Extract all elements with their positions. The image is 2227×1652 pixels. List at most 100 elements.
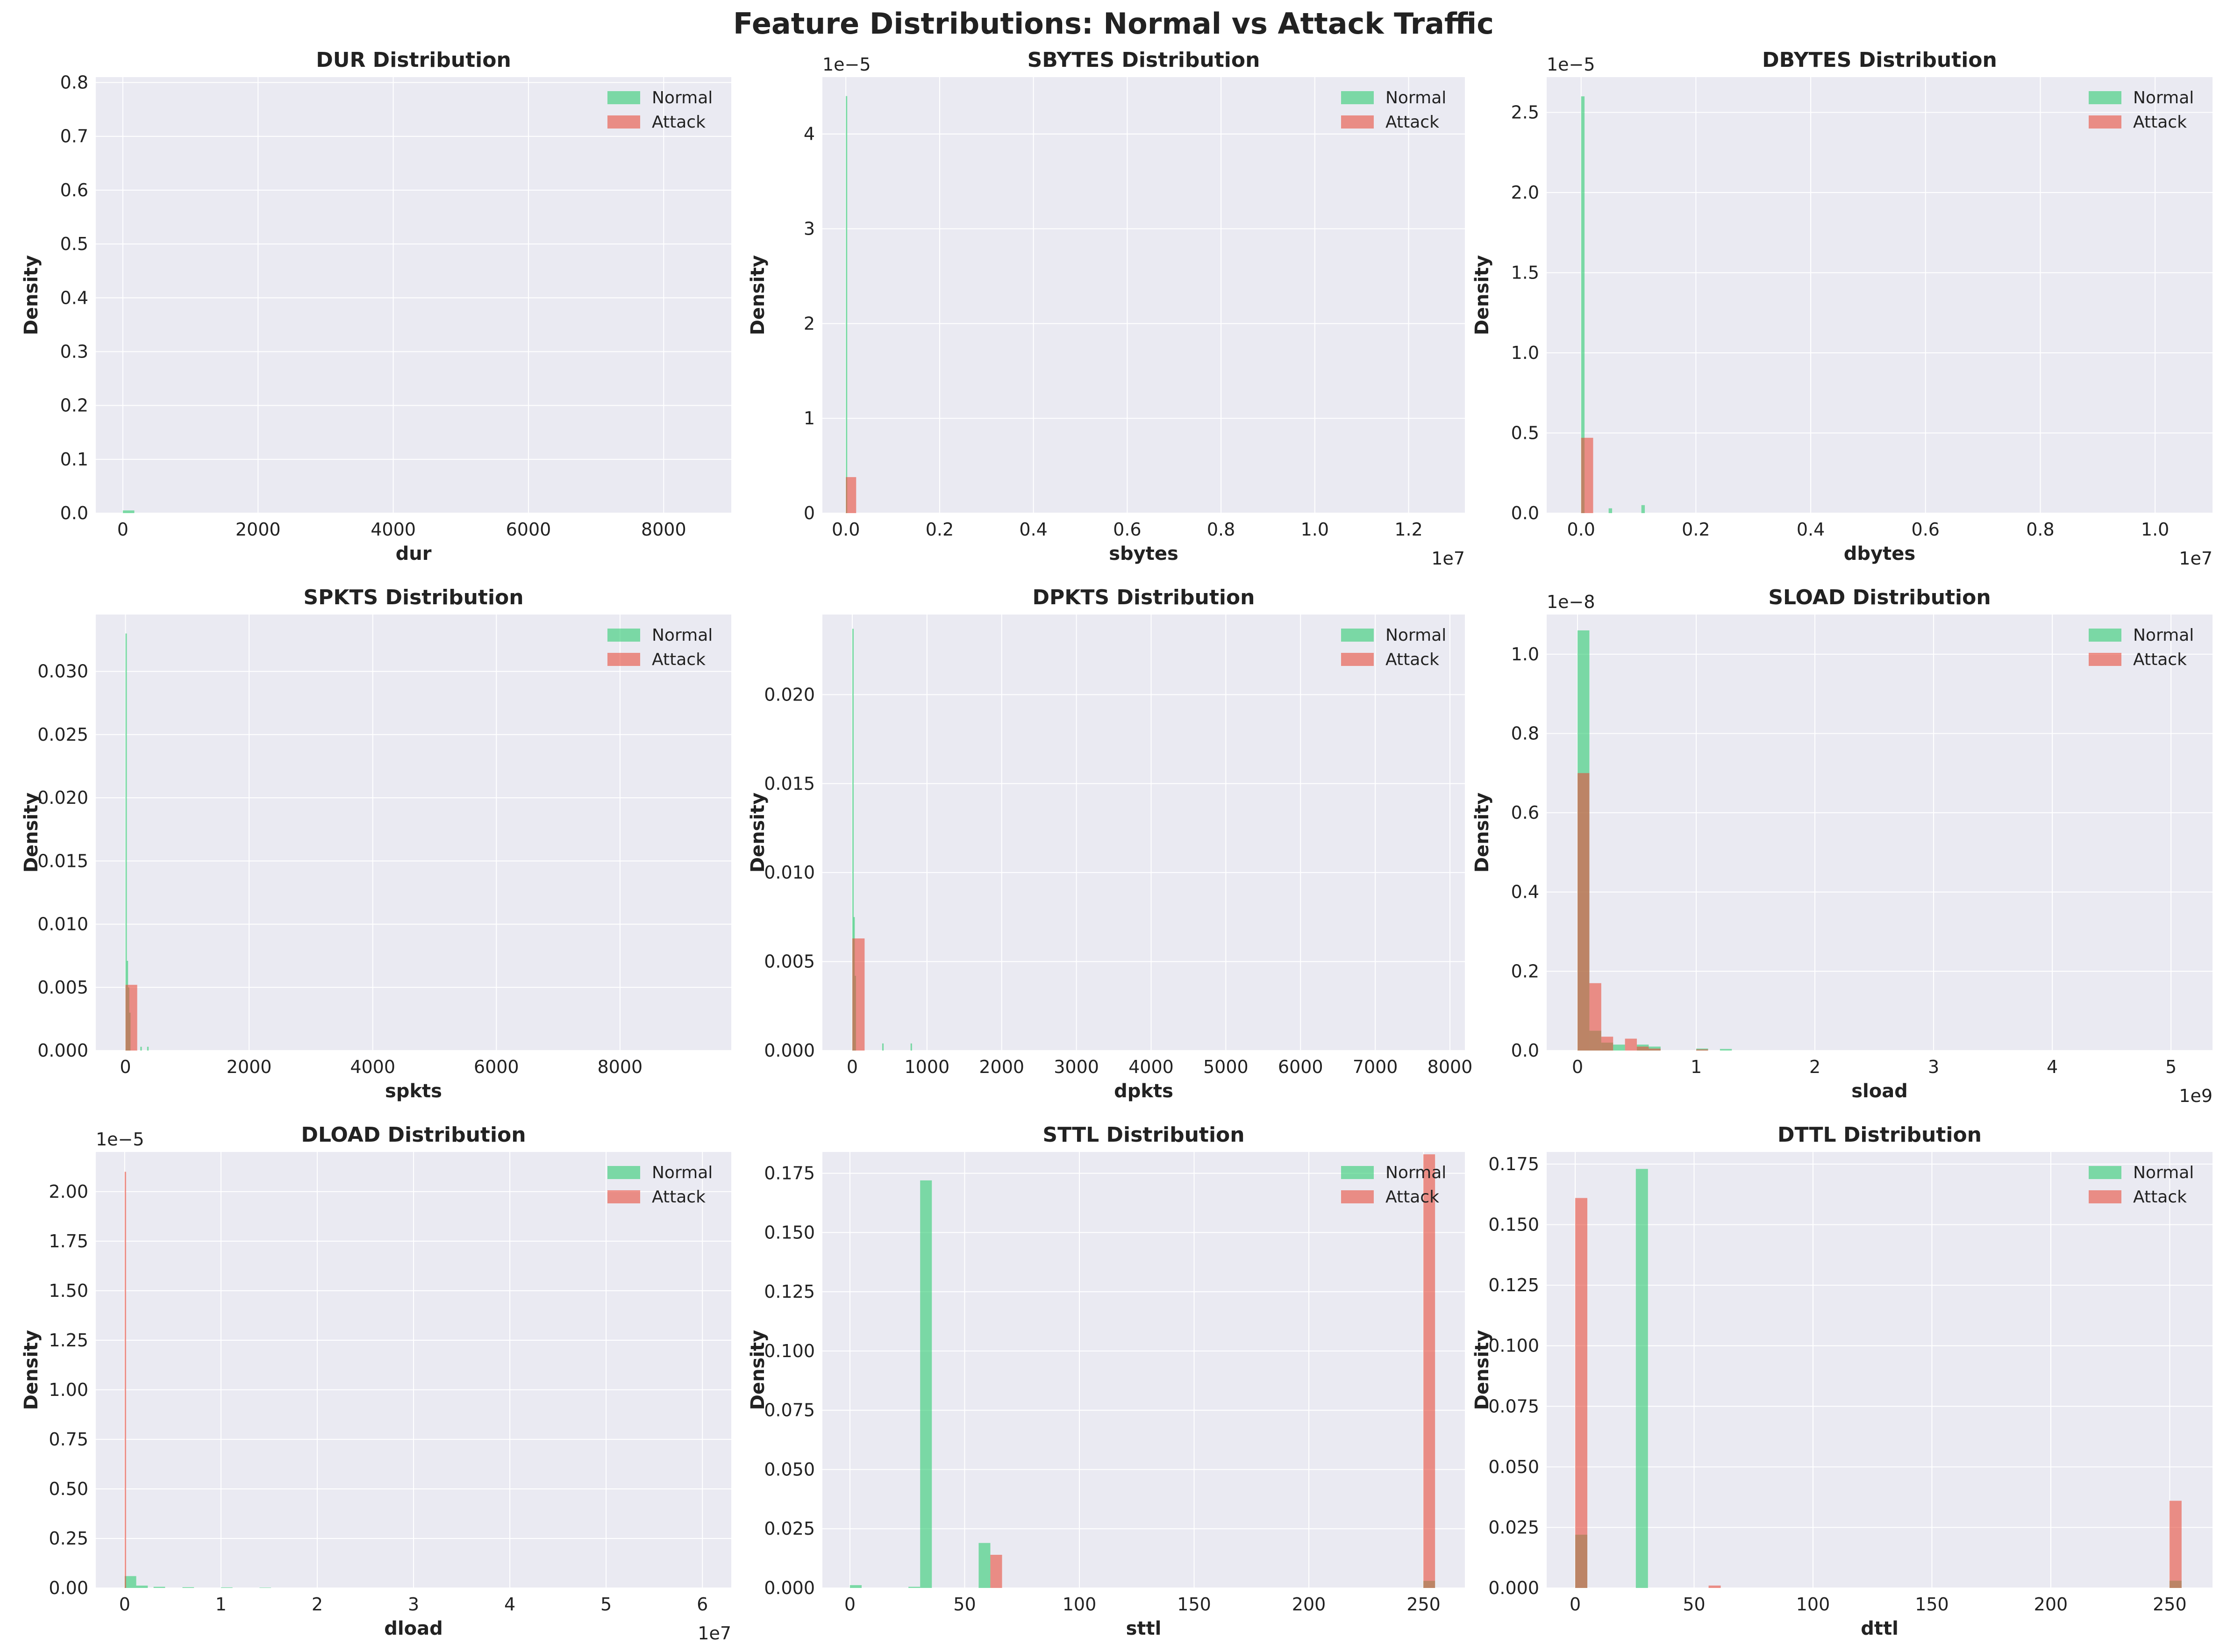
y-axis-label: Density bbox=[21, 255, 42, 336]
legend-attack-swatch bbox=[1341, 115, 1374, 129]
subplot-grid: 0 2000 4000 6000 80000.00.10.20.30.40.50.60.… bbox=[21, 48, 2213, 1644]
x-tick-label: 0 bbox=[120, 1057, 131, 1077]
subplot: 0 50 100 150 200 250 0.000 0.025 0.050 0.075 0.100… bbox=[1471, 1123, 2213, 1639]
legend-attack-label: Attack bbox=[1385, 113, 1439, 132]
y-tick-label: 2.00 bbox=[49, 1181, 88, 1202]
x-tick-label: 0.0 bbox=[832, 519, 860, 540]
subplot: 0 1 2 3 4 5 0.0 0.2 0.4 0.6 0.8 1.0 1e−8 1e9 SLOAD Dis… bbox=[1471, 586, 2213, 1106]
y-axis-label: Density bbox=[747, 1330, 769, 1410]
normal-bar bbox=[1720, 1049, 1732, 1051]
x-tick-label: 0.8 bbox=[1207, 519, 1235, 540]
y-tick-label: 0.075 bbox=[1488, 1396, 1539, 1416]
normal-bar bbox=[1581, 96, 1585, 514]
x-axis-label: spkts bbox=[385, 1080, 442, 1102]
y-tick-label: 1.75 bbox=[49, 1231, 88, 1252]
attack-bar bbox=[990, 1555, 1002, 1588]
x-tick-label: 8000 bbox=[598, 1057, 643, 1077]
y-tick-label: 0.075 bbox=[764, 1400, 815, 1421]
normal-bar bbox=[125, 633, 127, 1051]
normal-bar bbox=[182, 1587, 194, 1588]
normal-bar bbox=[147, 1046, 149, 1051]
legend-normal-swatch bbox=[1341, 1166, 1374, 1179]
x-tick-label: 100 bbox=[1063, 1594, 1097, 1615]
legend-normal-label: Normal bbox=[1385, 1163, 1446, 1182]
x-axis-label: dur bbox=[396, 543, 432, 565]
attack-bar bbox=[1637, 1046, 1649, 1051]
y-tick-label: 2 bbox=[804, 313, 815, 334]
x-tick-label: 4000 bbox=[1128, 1057, 1174, 1077]
attack-bar bbox=[1649, 1048, 1661, 1051]
legend-normal-label: Normal bbox=[2133, 1163, 2194, 1182]
y-tick-label: 0.2 bbox=[1511, 961, 1539, 981]
x-tick-label: 0 bbox=[117, 519, 128, 540]
legend-attack-swatch bbox=[2089, 1190, 2121, 1203]
y-tick-label: 0.6 bbox=[1511, 802, 1539, 823]
attack-bar bbox=[1575, 1198, 1588, 1588]
y-axis-label: Density bbox=[747, 255, 769, 336]
x-offset-label: 1e7 bbox=[698, 1623, 731, 1644]
y-tick-label: 0.100 bbox=[764, 1341, 815, 1361]
y-axis-label: Density bbox=[21, 1330, 42, 1410]
y-tick-label: 0.050 bbox=[764, 1459, 815, 1480]
y-tick-label: 0.125 bbox=[1488, 1275, 1539, 1295]
y-axis-label: Density bbox=[1471, 1330, 1493, 1410]
normal-bar bbox=[846, 96, 848, 514]
x-tick-label: 100 bbox=[1796, 1594, 1830, 1615]
x-tick-label: 4 bbox=[504, 1594, 515, 1615]
y-tick-label: 0.0 bbox=[1511, 503, 1539, 523]
plot-area bbox=[1547, 77, 2213, 513]
legend-normal-label: Normal bbox=[652, 626, 713, 645]
legend-normal-label: Normal bbox=[652, 1163, 713, 1182]
x-tick-label: 0.2 bbox=[1682, 519, 1710, 540]
x-tick-label: 1000 bbox=[904, 1057, 949, 1077]
x-tick-label: 1 bbox=[1691, 1057, 1702, 1077]
x-axis-label: sload bbox=[1851, 1080, 1908, 1102]
x-axis-label: sttl bbox=[1126, 1618, 1162, 1639]
legend-normal-label: Normal bbox=[1385, 88, 1446, 107]
x-tick-label: 0 bbox=[844, 1594, 856, 1615]
attack-bar bbox=[124, 1172, 126, 1588]
x-tick-label: 1.0 bbox=[2141, 519, 2169, 540]
y-axis-label: Density bbox=[1471, 793, 1493, 873]
y-tick-label: 0.125 bbox=[764, 1281, 815, 1302]
legend-normal-swatch bbox=[1341, 629, 1374, 642]
normal-bar bbox=[140, 1046, 142, 1051]
x-tick-label: 0.6 bbox=[1912, 519, 1940, 540]
normal-bar bbox=[882, 1043, 884, 1051]
plot-area bbox=[822, 77, 1465, 513]
y-tick-label: 0.5 bbox=[60, 234, 88, 254]
y-tick-label: 0 bbox=[804, 503, 815, 523]
x-tick-label: 6 bbox=[697, 1594, 708, 1615]
y-tick-label: 0.000 bbox=[1488, 1578, 1539, 1598]
y-tick-label: 0.025 bbox=[1488, 1517, 1539, 1538]
x-tick-label: 0.0 bbox=[1567, 519, 1595, 540]
x-tick-label: 6000 bbox=[1278, 1057, 1323, 1077]
y-tick-label: 3 bbox=[804, 219, 815, 239]
normal-bar bbox=[910, 1043, 912, 1051]
x-tick-label: 50 bbox=[1683, 1594, 1705, 1615]
legend-attack-label: Attack bbox=[2133, 113, 2187, 132]
x-tick-label: 250 bbox=[1406, 1594, 1441, 1615]
legend-attack-swatch bbox=[607, 653, 640, 666]
y-tick-label: 0.015 bbox=[37, 851, 88, 871]
y-offset-label: 1e−5 bbox=[822, 54, 871, 75]
y-tick-label: 1.0 bbox=[1511, 343, 1539, 363]
y-tick-label: 0.150 bbox=[764, 1222, 815, 1243]
y-tick-label: 0.4 bbox=[1511, 882, 1539, 902]
y-tick-label: 0.005 bbox=[764, 951, 815, 972]
legend-normal-label: Normal bbox=[2133, 88, 2194, 107]
legend-attack-swatch bbox=[2089, 115, 2121, 129]
x-tick-label: 2 bbox=[312, 1594, 323, 1615]
y-tick-label: 0.0 bbox=[1511, 1040, 1539, 1061]
normal-bar bbox=[849, 1585, 862, 1588]
y-tick-label: 0.8 bbox=[1511, 723, 1539, 744]
legend-attack-swatch bbox=[1341, 653, 1374, 666]
y-tick-label: 0.015 bbox=[764, 773, 815, 794]
y-tick-label: 0.7 bbox=[60, 126, 88, 147]
x-axis-label: dttl bbox=[1861, 1618, 1899, 1639]
legend-attack-label: Attack bbox=[1385, 650, 1439, 669]
x-tick-label: 200 bbox=[2034, 1594, 2068, 1615]
legend-attack-label: Attack bbox=[2133, 650, 2187, 669]
x-tick-label: 0 bbox=[1572, 1057, 1583, 1077]
legend-normal-label: Normal bbox=[652, 88, 713, 107]
